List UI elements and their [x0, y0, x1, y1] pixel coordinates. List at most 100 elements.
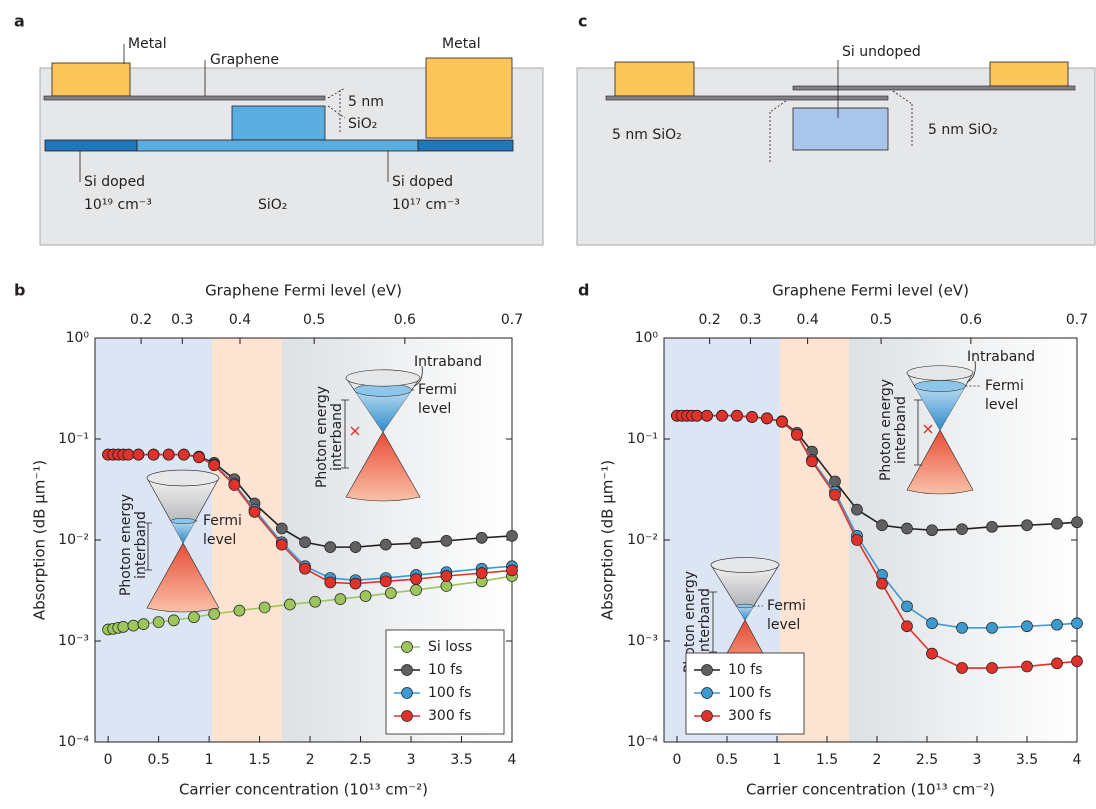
data-point: [1022, 661, 1033, 672]
data-point: [987, 521, 998, 532]
data-point: [209, 460, 220, 471]
data-point: [284, 599, 295, 610]
legend-marker: [702, 688, 713, 699]
data-point: [1022, 520, 1033, 531]
data-point: [702, 410, 713, 421]
graphene-sheet: [44, 96, 325, 100]
inset-label: level: [418, 401, 451, 417]
data-point: [927, 525, 938, 536]
x-tick-label: 3.5: [450, 752, 472, 768]
si-waveguide: [793, 108, 888, 150]
data-point: [118, 621, 129, 632]
data-point: [852, 535, 863, 546]
x-tick-label: 4: [1073, 752, 1082, 768]
data-point: [1052, 518, 1063, 529]
data-point: [747, 412, 758, 423]
data-point: [476, 532, 487, 543]
data-point: [877, 520, 888, 531]
data-point: [350, 542, 361, 553]
data-point: [987, 622, 998, 633]
label: Si doped: [392, 174, 453, 190]
x-tick-label: 3: [973, 752, 982, 768]
inset-label: interband: [133, 511, 149, 579]
inset-label: Fermi: [203, 513, 242, 529]
panel-label: d: [578, 281, 589, 300]
label: 5 nm SiO₂: [928, 122, 998, 138]
x-axis-title: Carrier concentration (10¹³ cm⁻²): [746, 781, 995, 799]
metal-contact: [615, 62, 694, 96]
x-tick-label: 1.5: [816, 752, 838, 768]
x-tick-label: 0.5: [147, 752, 169, 768]
data-point: [380, 539, 391, 550]
fermi-surface: [171, 518, 195, 523]
data-point: [276, 523, 287, 534]
data-point: [830, 489, 841, 500]
label: Metal: [128, 36, 167, 52]
x2-tick-label: 0.6: [394, 312, 416, 328]
panel-label: b: [14, 281, 25, 300]
inset-label: Intraband: [967, 349, 1035, 365]
x2-tick-label: 0.2: [699, 312, 721, 328]
data-point: [335, 594, 346, 605]
data-point: [957, 622, 968, 633]
data-point: [188, 612, 199, 623]
data-point: [350, 578, 361, 589]
data-point: [1052, 619, 1063, 630]
y-tick-label: 10⁻²: [58, 532, 89, 548]
x2-tick-label: 0.4: [796, 312, 818, 328]
cone-top: [711, 558, 779, 573]
data-point: [1072, 517, 1083, 528]
y-tick-label: 10⁰: [66, 330, 90, 346]
metal-contact: [990, 62, 1068, 86]
inset-label: interband: [697, 588, 713, 656]
fermi-surface: [915, 380, 966, 391]
data-point: [507, 530, 518, 541]
data-point: [148, 449, 159, 460]
x-tick-label: 4: [508, 752, 517, 768]
data-point: [411, 584, 422, 595]
x-tick-label: 1: [773, 752, 782, 768]
x2-tick-label: 0.7: [501, 312, 523, 328]
legend-marker: [702, 665, 713, 676]
data-point: [927, 618, 938, 629]
legend-label: 100 fs: [728, 685, 771, 701]
inset-label: Fermi: [418, 382, 457, 398]
data-point: [123, 449, 134, 460]
y-axis-title: Absorption (dB µm⁻¹): [31, 460, 49, 620]
x2-tick-label: 0.5: [870, 312, 892, 328]
data-point: [163, 449, 174, 460]
x-tick-label: 2.5: [349, 752, 371, 768]
diagram-c: c Si undoped 5 nm SiO₂ 5 nm SiO₂: [577, 12, 1095, 246]
inset-label: level: [203, 532, 236, 548]
legend-marker: [402, 665, 413, 676]
legend-marker: [702, 711, 713, 722]
data-point: [1052, 658, 1063, 669]
data-point: [777, 416, 788, 427]
data-point: [717, 410, 728, 421]
x2-axis-title: Graphene Fermi level (eV): [772, 282, 969, 300]
y-axis-title: Absorption (dB µm⁻¹): [599, 460, 617, 620]
cone-top: [147, 470, 219, 486]
data-point: [300, 537, 311, 548]
data-point: [902, 621, 913, 632]
inset-label: interband: [893, 396, 909, 464]
x-tick-label: 0: [673, 752, 682, 768]
panel-label: c: [578, 12, 587, 31]
label: Metal: [442, 36, 481, 52]
legend-label: Si loss: [428, 639, 472, 655]
inset-label: Intraband: [414, 354, 482, 370]
y-tick-label: 10⁻³: [627, 633, 658, 649]
fermi-surface: [736, 604, 753, 608]
data-point: [987, 663, 998, 674]
cone-top: [907, 366, 973, 381]
inset-label: Fermi: [985, 378, 1024, 394]
data-point: [325, 577, 336, 588]
inset-label: level: [985, 397, 1018, 413]
chart: b10⁻⁴10⁻³10⁻²10⁻¹10⁰00.511.522.533.540.2…: [14, 281, 523, 799]
x-axis-title: Carrier concentration (10¹³ cm⁻²): [179, 781, 428, 799]
label: 10¹⁹ cm⁻³: [84, 197, 152, 213]
data-point: [1072, 618, 1083, 629]
x-tick-label: 2.5: [916, 752, 938, 768]
data-point: [178, 449, 189, 460]
